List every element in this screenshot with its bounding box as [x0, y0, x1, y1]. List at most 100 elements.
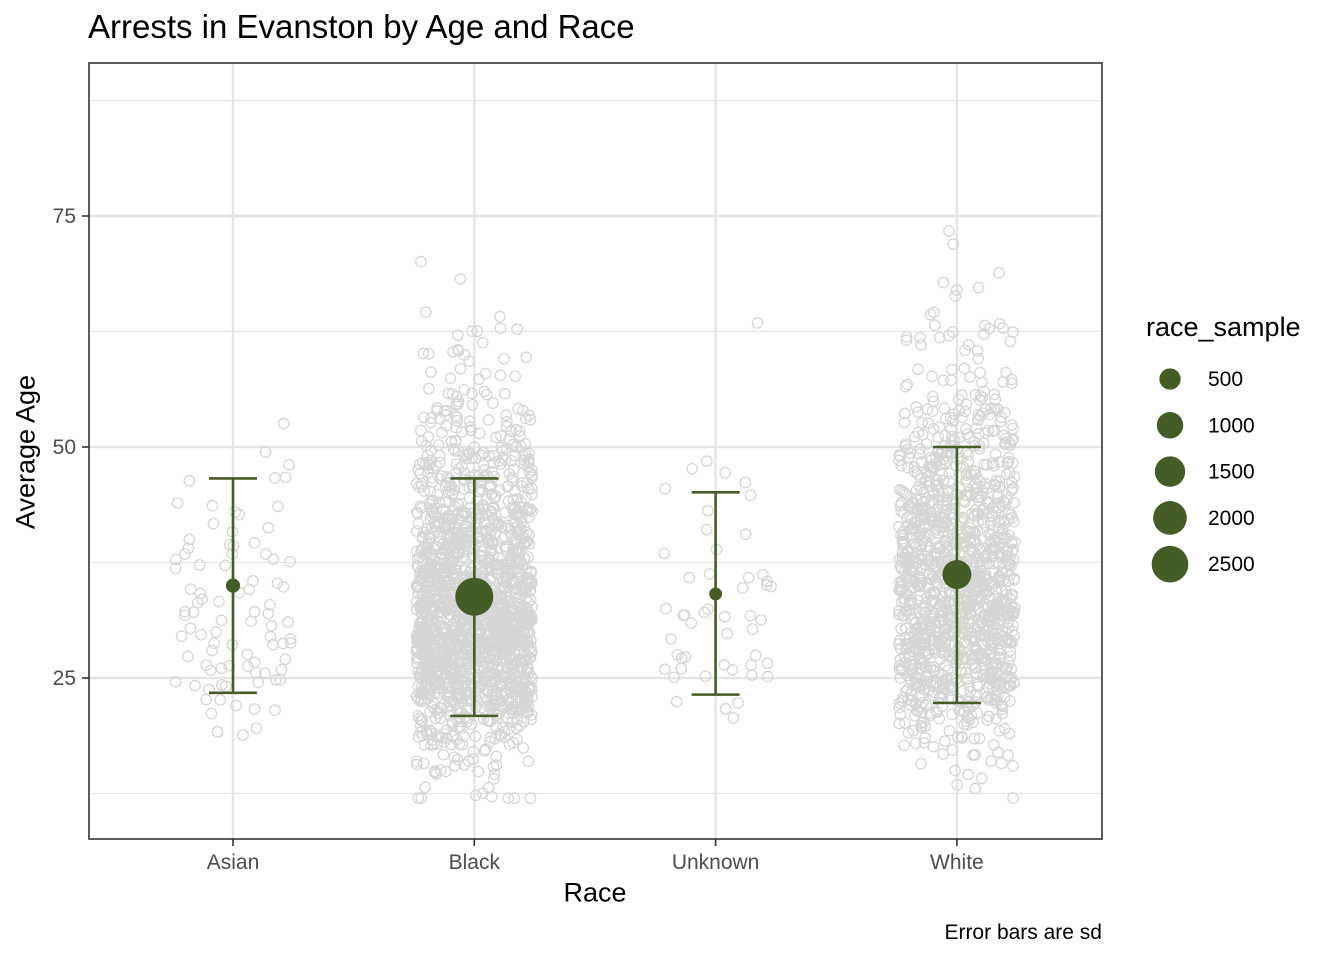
jitter-point: [426, 662, 438, 675]
jitter-point: [972, 408, 985, 421]
jitter-point: [901, 546, 914, 559]
jitter-point: [230, 699, 242, 712]
jitter-point: [974, 616, 987, 629]
jitter-point: [494, 369, 507, 382]
jitter-point: [900, 438, 912, 450]
jitter-point: [488, 694, 501, 707]
jitter-point: [959, 666, 972, 679]
jitter-point: [426, 617, 439, 630]
jitter-point: [943, 475, 955, 488]
jitter-point: [757, 568, 769, 581]
jitter-point: [742, 571, 755, 584]
jitter-point: [279, 653, 292, 666]
jitter-point: [411, 507, 424, 520]
jitter-point: [214, 694, 227, 706]
jitter-point: [927, 633, 940, 646]
jitter-point: [482, 660, 495, 673]
jitter-point: [211, 725, 224, 738]
legend-key-2500: [1151, 545, 1189, 583]
jitter-point: [428, 590, 440, 602]
jitter-point: [466, 398, 479, 411]
jitter-point: [503, 433, 515, 446]
jitter-point: [926, 557, 939, 570]
jitter-point: [432, 439, 445, 451]
legend-key-1000: [1156, 412, 1184, 439]
jitter-point: [464, 421, 477, 433]
jitter-point: [463, 355, 475, 367]
jitter-point: [454, 273, 467, 285]
jitter-point: [451, 329, 464, 341]
jitter-point: [999, 636, 1012, 648]
jitter-point: [497, 647, 509, 660]
jitter-point: [987, 459, 1000, 472]
jitter-point: [416, 564, 429, 577]
jitter-point: [434, 671, 446, 683]
legend: 500 1000 1500 2000 2500: [1151, 368, 1255, 583]
jitter-point: [275, 663, 288, 676]
jitter-point: [484, 731, 497, 744]
jitter-point: [960, 473, 973, 485]
jitter-point: [911, 468, 924, 480]
jitter-point: [262, 521, 275, 534]
jitter-point: [937, 474, 950, 487]
jitter-point: [943, 225, 955, 237]
jitter-point: [929, 646, 942, 659]
jitter-point: [718, 610, 731, 623]
jitter-point: [494, 310, 506, 323]
jitter-point: [668, 671, 680, 684]
jitter-point: [511, 323, 524, 336]
jitter-point: [971, 581, 984, 594]
jitter-point: [964, 634, 977, 647]
jitter-point: [986, 425, 999, 438]
jitter-point: [219, 559, 232, 572]
jitter-point: [915, 472, 928, 484]
jitter-point: [501, 480, 514, 493]
jitter-point: [739, 476, 752, 489]
jitter-point: [993, 724, 1006, 737]
jitter-point: [519, 412, 532, 425]
jitter-point: [440, 660, 453, 673]
jitter-point: [988, 629, 1001, 641]
jitter-point: [964, 525, 976, 538]
jitter-point: [450, 398, 463, 411]
jitter-point: [900, 604, 913, 617]
jitter-point: [909, 737, 922, 750]
jitter-point: [446, 526, 459, 538]
jitter-point: [989, 393, 1002, 406]
jitter-point: [525, 646, 538, 658]
x-axis: Asian Black Unknown White: [207, 839, 984, 874]
jitter-point: [485, 524, 498, 537]
jitter-point: [1003, 656, 1015, 668]
jitter-point: [183, 533, 196, 546]
jitter-point: [425, 663, 438, 676]
jitter-point: [943, 724, 956, 737]
jitter-point: [909, 678, 922, 691]
jitter-point: [987, 738, 1000, 751]
jitter-point: [524, 503, 537, 516]
jitter-point: [476, 336, 489, 349]
jitter-point: [970, 422, 983, 434]
jitter-point: [916, 417, 928, 429]
jitter-point: [241, 648, 254, 661]
jitter-point: [918, 518, 930, 530]
jitter-point: [915, 339, 927, 351]
jitter-point: [457, 664, 469, 676]
jitter-point: [179, 609, 191, 622]
jitter-point: [457, 670, 470, 683]
jitter-point: [994, 678, 1006, 691]
jitter-point: [914, 678, 927, 691]
jitter-point: [415, 480, 428, 493]
jitter-point: [427, 494, 439, 507]
jitter-point: [959, 489, 972, 501]
jitter-point: [957, 494, 970, 507]
jitter-point: [517, 582, 530, 595]
jitter-point: [721, 627, 733, 640]
jitter-point: [503, 625, 516, 638]
jitter-point: [992, 599, 1005, 611]
jitter-point: [947, 597, 960, 610]
jitter-point: [947, 238, 960, 250]
jitter-point: [449, 759, 462, 772]
jitter-point: [939, 429, 951, 442]
jitter-point: [503, 723, 515, 735]
